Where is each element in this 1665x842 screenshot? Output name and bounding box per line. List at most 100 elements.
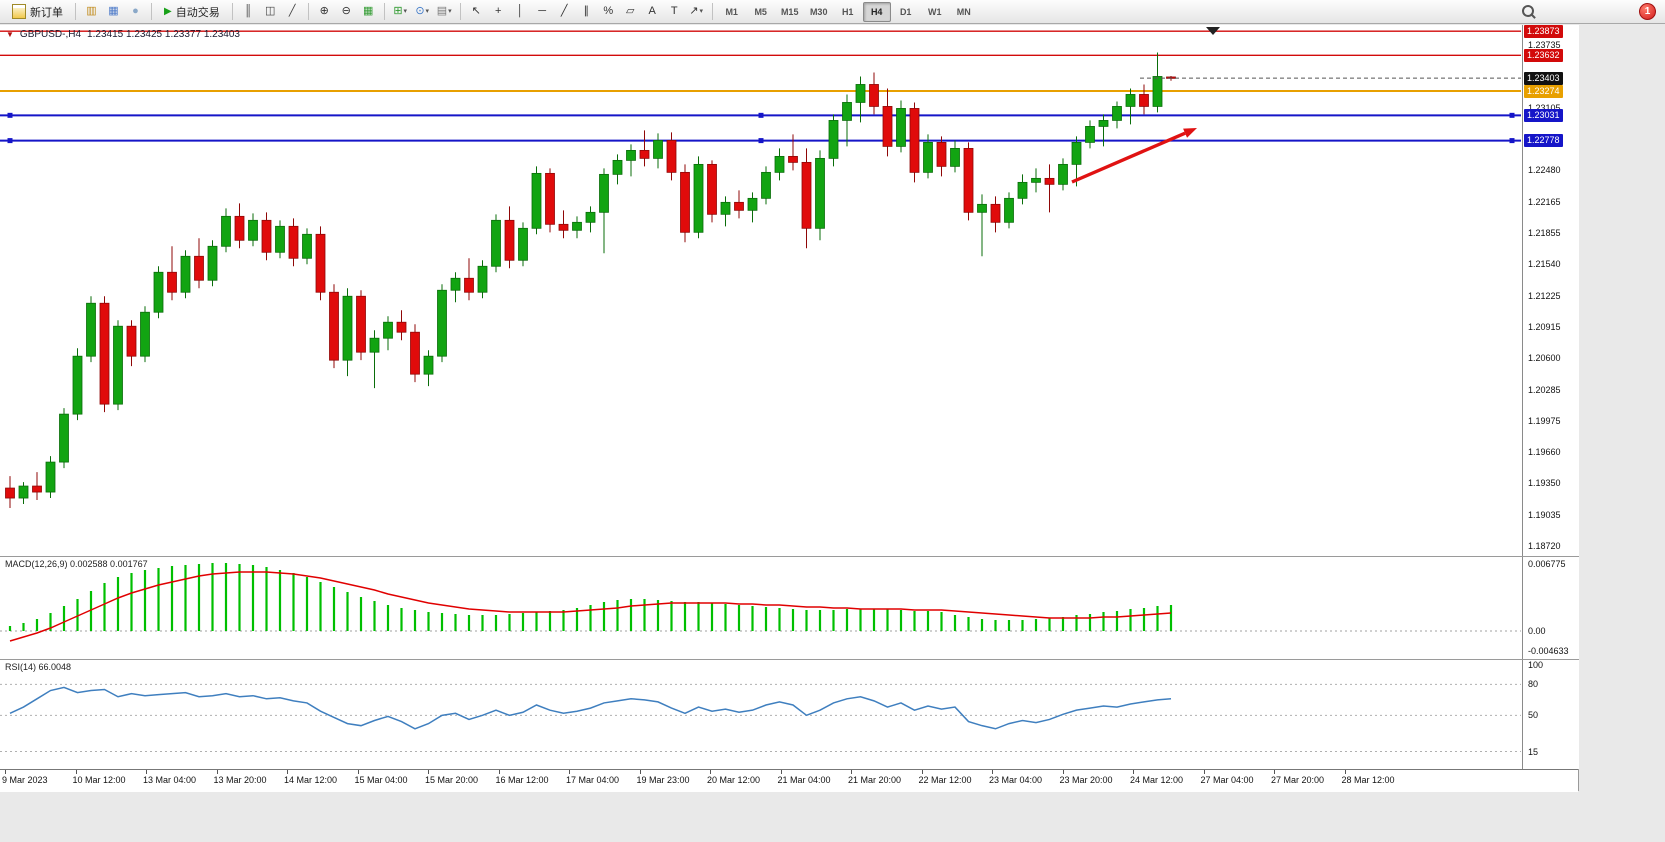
- time-axis-label: 21 Mar 04:00: [777, 775, 831, 785]
- level-price-tag: 1.22778: [1524, 134, 1563, 148]
- new-order-button[interactable]: 新订单: [5, 2, 70, 22]
- cursor-icon[interactable]: ↖: [466, 1, 487, 23]
- candle-body: [72, 355, 83, 415]
- candle-body: [302, 233, 312, 259]
- candle-body: [423, 355, 434, 375]
- arrows-tool-icon-glyph: ↗: [689, 5, 699, 17]
- rsi-axis[interactable]: 100 80 50 15: [1522, 660, 1579, 769]
- trendline-icon[interactable]: ╱: [554, 1, 575, 23]
- candle-body: [248, 219, 258, 241]
- chevron-down-icon: ▾: [699, 8, 704, 15]
- candle-body: [275, 225, 285, 253]
- horizontal-line-icon[interactable]: ─: [532, 1, 553, 23]
- candle-body: [761, 171, 771, 199]
- autotrading-button[interactable]: ▶ 自动交易: [157, 2, 227, 22]
- candle-body: [140, 311, 150, 357]
- data-window-icon[interactable]: ●: [125, 1, 146, 23]
- price-axis[interactable]: 1.23735 1.23105 1.22480 1.22165 1.21855 1.215…: [1522, 25, 1579, 556]
- text-icon[interactable]: A: [642, 1, 663, 23]
- tile-windows-icon[interactable]: ▦: [103, 1, 124, 23]
- tile-windows-icon-glyph: ▦: [108, 5, 119, 17]
- line-handle[interactable]: [758, 112, 764, 118]
- timeframe-button-m5[interactable]: M5: [754, 6, 767, 17]
- timeframe-button-d1[interactable]: D1: [899, 6, 912, 17]
- timeframe-button-m1[interactable]: M1: [725, 6, 738, 17]
- macd-axis[interactable]: 0.006775 0.00 -0.004633: [1522, 557, 1579, 659]
- zoom-in-icon[interactable]: ⊕: [314, 1, 335, 23]
- rsi-pane: RSI(14) 66.0048 100 80 50 15: [0, 659, 1579, 769]
- candle-body: [491, 219, 501, 267]
- rsi-axis-label: 80: [1528, 679, 1539, 690]
- chart-shift-marker-icon[interactable]: [1206, 27, 1220, 35]
- new-chart-icon[interactable]: ⊞ ▾: [390, 1, 411, 23]
- trend-arrow[interactable]: [1071, 131, 1186, 184]
- trendline-icon-glyph: ╱: [560, 5, 568, 17]
- price-axis-label: 1.20285: [1528, 384, 1561, 395]
- toolbar-separator: [307, 3, 309, 20]
- timeframe-button-mn[interactable]: MN: [956, 6, 971, 17]
- autotrading-label: 自动交易: [175, 6, 220, 19]
- current-price-tag: 1.23403: [1524, 71, 1563, 85]
- macd-signal-line: [9, 571, 1172, 642]
- template-icon-glyph: ▤: [436, 5, 448, 17]
- timeframe-button-w1[interactable]: W1: [927, 6, 942, 17]
- line-handle[interactable]: [7, 112, 13, 118]
- label-icon[interactable]: T: [664, 1, 685, 23]
- trend-arrow-head[interactable]: [1183, 128, 1197, 138]
- candle-body: [342, 295, 353, 361]
- chevron-down-icon: ▾: [425, 8, 430, 15]
- toolbar-separator: [75, 3, 76, 20]
- time-axis[interactable]: 9 Mar 2023 10 Mar 12:00 13 Mar 04:00 13 Mar…: [0, 769, 1578, 792]
- time-axis-label: 20 Mar 12:00: [707, 775, 761, 785]
- tile-grid-icon[interactable]: ▦: [358, 1, 379, 23]
- line-chart-icon[interactable]: ╱: [282, 1, 303, 23]
- shapes-icon[interactable]: ▱: [620, 1, 641, 23]
- time-tick: [1203, 770, 1205, 774]
- candle-body: [167, 271, 177, 293]
- price-axis-label: 1.20600: [1528, 353, 1561, 364]
- notification-badge[interactable]: 1: [1639, 3, 1656, 20]
- candle-body: [977, 203, 987, 213]
- channel-icon[interactable]: ∥: [576, 1, 597, 23]
- period-icon[interactable]: ⊙ ▾: [412, 1, 433, 23]
- crosshair-icon[interactable]: +: [488, 1, 509, 23]
- template-icon[interactable]: ▤ ▾: [434, 1, 455, 23]
- fibonacci-icon[interactable]: %: [598, 1, 619, 23]
- candle-body: [909, 108, 920, 173]
- timeframe-button-h1[interactable]: H1: [841, 6, 854, 17]
- candle-body: [747, 197, 758, 211]
- timeframe-button-m15[interactable]: M15: [780, 6, 799, 17]
- zoom-out-icon-glyph: ⊖: [341, 5, 351, 17]
- arrows-tool-icon[interactable]: ↗ ▾: [686, 1, 707, 23]
- rsi-axis-label: 50: [1528, 710, 1539, 721]
- candle-body: [585, 211, 596, 223]
- chart-window-icon[interactable]: ▥: [81, 1, 102, 23]
- timeframe-button-m30[interactable]: M30: [809, 6, 828, 17]
- price-axis-label: 1.21540: [1528, 259, 1561, 270]
- timeframe-button-h4[interactable]: H4: [862, 1, 891, 22]
- rsi-chart: [0, 683, 1521, 753]
- toolbar-separator: [383, 3, 385, 20]
- line-handle[interactable]: [1509, 138, 1515, 144]
- line-handle[interactable]: [7, 138, 13, 144]
- search-icon[interactable]: [1522, 5, 1535, 18]
- price-axis-label: 1.21225: [1528, 290, 1561, 301]
- level-price-tag: 1.23031: [1524, 108, 1563, 122]
- text-icon-glyph: A: [648, 5, 656, 17]
- time-tick: [216, 770, 218, 774]
- vertical-line-icon[interactable]: │: [510, 1, 531, 23]
- zoom-out-icon[interactable]: ⊖: [336, 1, 357, 23]
- candlestick-chart-icon[interactable]: ◫: [260, 1, 281, 23]
- time-tick: [1344, 770, 1346, 774]
- chart-ohlc-label: 1.23415 1.23425 1.23377 1.23403: [87, 29, 240, 40]
- line-handle[interactable]: [758, 138, 764, 144]
- candle-body: [1112, 106, 1122, 121]
- bar-chart-icon[interactable]: ║: [238, 1, 259, 23]
- candle-body: [1098, 120, 1109, 127]
- candle-body: [180, 255, 191, 293]
- time-axis-label: 23 Mar 04:00: [989, 775, 1043, 785]
- line-handle[interactable]: [1509, 112, 1515, 118]
- level-price-tag: 1.23632: [1524, 48, 1563, 62]
- time-tick: [357, 770, 359, 774]
- macd-chart: [0, 563, 1521, 642]
